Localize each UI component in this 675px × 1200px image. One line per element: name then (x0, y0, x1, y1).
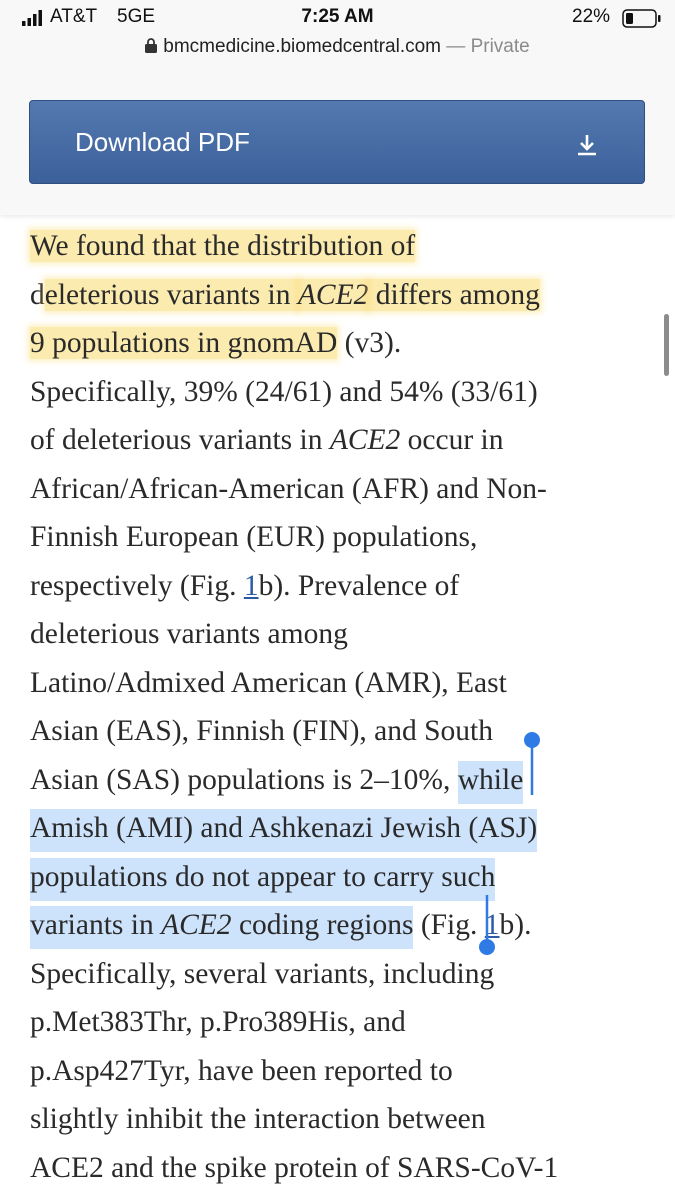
text-line: Asian (SAS) populations is 2–10%, while (30, 756, 558, 805)
text-segment: slightly inhibit the interaction between (30, 1103, 486, 1135)
carrier: AT&T (50, 6, 98, 27)
text-line: slightly inhibit the interaction between (30, 1095, 558, 1144)
signal-icon (22, 10, 42, 26)
text-segment: eleterious variants in (44, 278, 298, 311)
text-line: ACE2 and the spike protein of SARS-CoV-1 (30, 1144, 558, 1193)
text-line: We found that the distribution of (30, 222, 558, 271)
text-line: Finnish European (EUR) populations, (30, 513, 558, 562)
text-segment: Specifically, several variants, includin… (30, 957, 495, 990)
clock: 7:25 AM (301, 6, 374, 27)
text-segment: (Fig. (413, 909, 485, 941)
text-segment: p.Asp427Tyr, have been reported to (30, 1054, 453, 1087)
text-segment: (v3). (337, 327, 402, 359)
url-domain: bmcmedicine.biomedcentral.com (163, 36, 442, 57)
text-segment: p.Met383Thr, p.Pro389His, and (30, 1006, 406, 1038)
download-pdf-button[interactable]: Download PDF (29, 100, 645, 184)
text-line: of deleterious variants in ACE2 occur in (30, 416, 558, 465)
text-segment: ACE2 and the spike protein of SARS-CoV-1 (30, 1151, 559, 1184)
text-segment: variants in (30, 906, 162, 949)
text-segment: occur in (400, 424, 504, 456)
browser-header: AT&T 5GE 7:25 AM 22% bmcmedicine.biomedc… (0, 0, 675, 215)
text-segment: Asian (SAS) populations is 2–10%, (30, 763, 458, 796)
text-segment: coding regions (231, 906, 414, 949)
battery-icon (622, 9, 661, 28)
text-line: Specifically, 39% (24/61) and 54% (33/61… (30, 368, 558, 417)
network: 5GE (117, 6, 156, 27)
text-line: deleterious variants among (30, 610, 558, 659)
text-segment: ACE2 (161, 906, 232, 949)
text-line: deleterious variants in ACE2 differs amo… (30, 271, 558, 320)
text-segment: b). Prevalence of (258, 569, 460, 602)
text-segment: Latino/Admixed American (AMR), East (30, 666, 507, 699)
scrollbar (664, 314, 669, 376)
text-segment: African/African-American (AFR) and Non- (30, 472, 547, 505)
text-segment: differs among (368, 278, 540, 311)
text-segment: ACE2 (329, 424, 401, 456)
text-line: African/African-American (AFR) and Non- (30, 465, 558, 514)
download-icon (578, 135, 596, 156)
text-segment: respectively (Fig. (30, 569, 244, 602)
text-segment: We found that the distribution of (30, 230, 416, 262)
text-line: 9 populations in gnomAD (v3). (30, 319, 558, 368)
text-segment: deleterious variants among (30, 618, 348, 650)
text-line: populations do not appear to carry such (30, 853, 558, 902)
figure-link[interactable]: 1 (484, 909, 500, 941)
text-line: variants in ACE2 coding regions (Fig. 1b… (30, 901, 558, 950)
text-line: Asian (EAS), Finnish (FIN), and South (30, 707, 558, 756)
browsing-mode: — Private (446, 36, 530, 57)
text-segment: d (30, 278, 45, 311)
text-line: p.Met383Thr, p.Pro389His, and (30, 998, 558, 1047)
text-segment: of deleterious variants in (30, 424, 330, 456)
text-line: Specifically, several variants, includin… (30, 950, 558, 999)
battery-level: 22% (572, 6, 611, 27)
button-label: Download PDF (75, 127, 250, 157)
text-segment: populations do not appear to carry such (30, 857, 496, 901)
article-text: We found that the distribution of deleter… (30, 222, 558, 1192)
text-line: Latino/Admixed American (AMR), East (30, 659, 558, 708)
figure-link[interactable]: 1 (243, 569, 259, 602)
text-line: respectively (Fig. 1b). Prevalence of (30, 562, 558, 611)
url-bar[interactable]: bmcmedicine.biomedcentral.com — Private (0, 36, 675, 58)
text-line: Amish (AMI) and Ashkenazi Jewish (ASJ) (30, 804, 558, 853)
text-segment: ACE2 (297, 278, 369, 311)
text-segment: 9 populations in gnomAD (30, 327, 338, 359)
text-segment: Amish (AMI) and Ashkenazi Jewish (ASJ) (30, 809, 538, 852)
text-segment: Specifically, 39% (24/61) and 54% (33/61… (30, 375, 538, 408)
text-segment: Asian (EAS), Finnish (FIN), and South (30, 715, 493, 747)
text-segment: b). (499, 909, 532, 941)
text-line: p.Asp427Tyr, have been reported to (30, 1047, 558, 1096)
text-segment: Finnish European (EUR) populations, (30, 521, 478, 553)
text-segment: while (457, 760, 524, 804)
lock-icon (145, 38, 158, 53)
